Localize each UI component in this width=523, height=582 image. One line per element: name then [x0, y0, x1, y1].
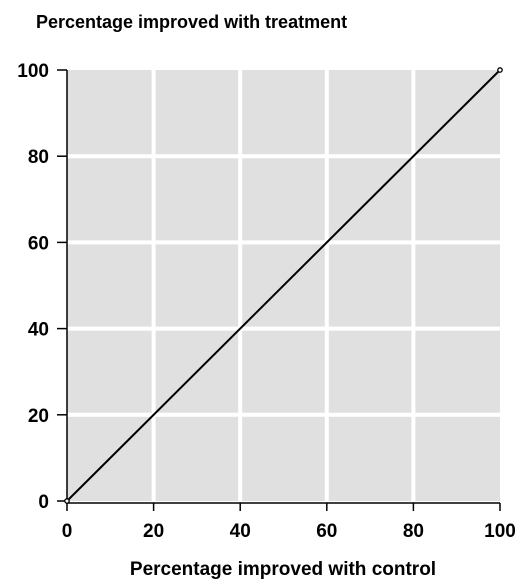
series-line-0: [66, 69, 501, 502]
y-axis-ticks: 0 20 40 60 80 100: [17, 61, 67, 513]
y-tick-label-3: 60: [28, 233, 49, 254]
series-0-point-1: [497, 67, 503, 73]
y-tick-label-2: 40: [28, 320, 49, 341]
y-tick-label-4: 80: [28, 147, 49, 168]
x-tick-label-5: 100: [484, 521, 516, 542]
x-tick-label-0: 0: [62, 521, 73, 542]
axes: [66, 70, 500, 504]
y-tick-label-0: 0: [38, 492, 49, 513]
x-tick-label-2: 40: [230, 521, 251, 542]
series-0-point-0: [64, 498, 70, 504]
x-tick-label-3: 60: [316, 521, 337, 542]
x-tick-label-1: 20: [143, 521, 164, 542]
x-tick-label-4: 80: [403, 521, 424, 542]
series-layer: [64, 67, 503, 504]
x-axis-ticks: 0 20 40 60 80 100: [62, 503, 516, 542]
x-axis-label: Percentage improved with control: [130, 559, 436, 580]
y-tick-label-5: 100: [17, 61, 49, 82]
y-tick-label-1: 20: [28, 406, 49, 427]
grid-lines: [67, 70, 500, 501]
chart-title: Percentage improved with treatment: [36, 12, 347, 32]
